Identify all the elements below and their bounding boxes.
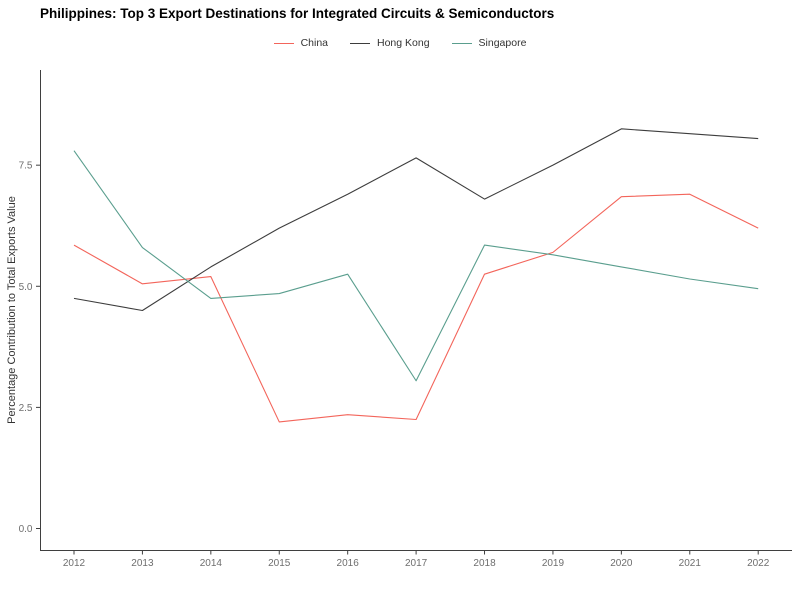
legend-label-hong-kong: Hong Kong [377, 37, 430, 49]
hong-kong-line-key-icon [350, 42, 370, 44]
x-tick-label: 2021 [679, 558, 702, 569]
x-tick-label: 2019 [542, 558, 565, 569]
legend: China Hong Kong Singapore [0, 37, 800, 49]
x-tick-label: 2022 [747, 558, 770, 569]
legend-label-singapore: Singapore [478, 37, 527, 49]
y-tick-label: 7.5 [19, 161, 33, 172]
x-tick-label: 2015 [268, 558, 291, 569]
series-line-china [73, 193, 759, 423]
y-tick-label: 2.5 [19, 403, 33, 414]
y-axis-title: Percentage Contribution to Total Exports… [6, 196, 18, 424]
legend-label-china: China [300, 37, 328, 49]
series-line-hong-kong [73, 128, 759, 312]
x-tick-label: 2016 [337, 558, 360, 569]
x-tick-label: 2012 [63, 558, 86, 569]
series-line-singapore [73, 150, 759, 382]
x-tick-label: 2017 [405, 558, 428, 569]
x-tick-label: 2018 [473, 558, 496, 569]
y-tick-label: 5.0 [19, 282, 33, 293]
x-tick-label: 2013 [131, 558, 154, 569]
chart-title: Philippines: Top 3 Export Destinations f… [40, 6, 555, 21]
legend-item-china: China [273, 37, 328, 49]
legend-item-singapore: Singapore [451, 37, 527, 49]
y-tick-label: 0.0 [19, 524, 33, 535]
singapore-line-key-icon [451, 42, 472, 44]
china-line-key-icon [273, 42, 294, 44]
legend-item-hong-kong: Hong Kong [350, 37, 430, 49]
x-tick-label: 2020 [610, 558, 633, 569]
x-tick-label: 2014 [200, 558, 223, 569]
